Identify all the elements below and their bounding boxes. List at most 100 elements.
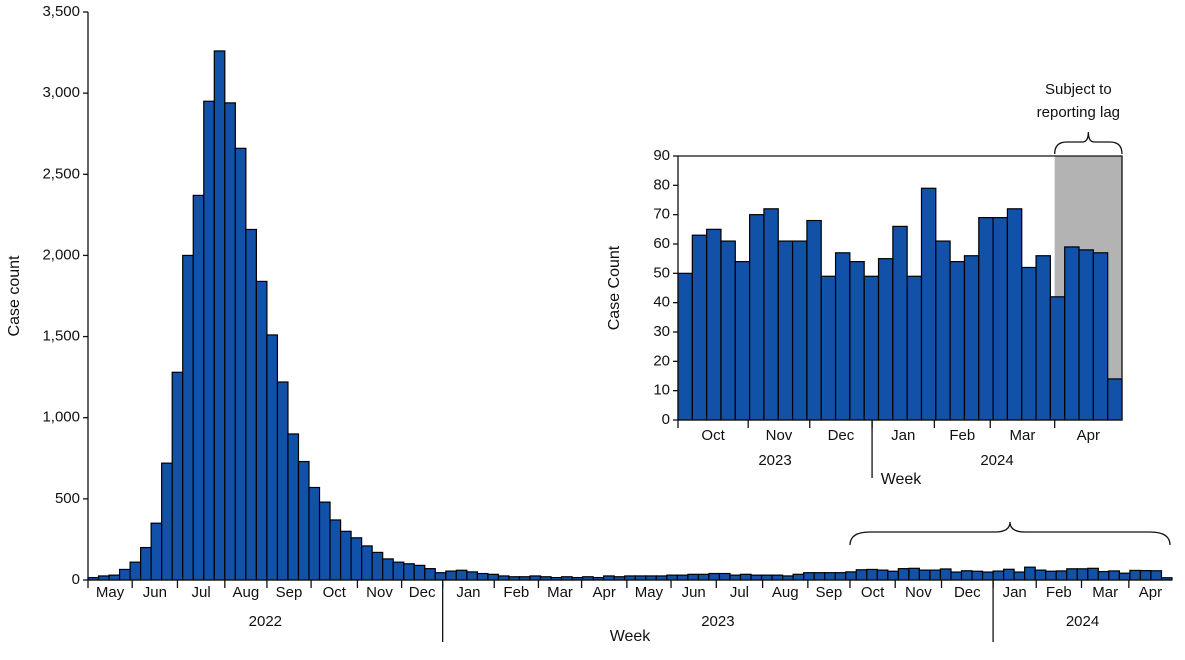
bar: [297, 460, 310, 581]
bar: [1035, 255, 1051, 421]
year-label: 2022: [249, 613, 282, 630]
bar: [161, 462, 173, 581]
y-tick-label: 30: [653, 323, 670, 340]
x-tick-label: Oct: [701, 427, 725, 444]
bar: [706, 228, 722, 421]
bar: [192, 194, 205, 581]
x-tick-label: Jan: [456, 584, 480, 601]
x-tick-label: Aug: [772, 584, 799, 601]
annotation: Subject to: [1045, 81, 1112, 98]
year-label: 2023: [758, 452, 791, 469]
bar: [992, 217, 1009, 421]
bar: [876, 569, 889, 581]
bar: [1003, 568, 1015, 581]
bar: [318, 501, 331, 581]
x-tick-label: Feb: [1046, 584, 1072, 601]
y-tick-label: 60: [653, 235, 670, 252]
bar: [920, 187, 937, 421]
bar: [677, 272, 693, 421]
x-tick-label: Sep: [816, 584, 843, 601]
bar: [708, 572, 721, 581]
y-tick-label: 70: [653, 206, 670, 223]
bar: [245, 228, 257, 581]
annotation: reporting lag: [1037, 104, 1120, 121]
bar: [1006, 208, 1023, 421]
bar: [666, 574, 678, 581]
bar: [255, 280, 268, 581]
x-tick-label: Apr: [1077, 427, 1100, 444]
x-tick-label: Dec: [828, 427, 855, 444]
y-tick-label: 500: [55, 490, 80, 507]
bar: [1034, 569, 1047, 581]
bar: [1107, 378, 1123, 421]
bar: [729, 574, 742, 581]
y-tick-label: 2,000: [42, 246, 80, 263]
bar: [1049, 296, 1066, 421]
bar: [887, 570, 899, 581]
bar: [897, 568, 910, 581]
bar: [813, 572, 826, 581]
bar: [276, 381, 289, 581]
bar: [771, 574, 784, 581]
bar: [892, 225, 908, 421]
bar: [339, 530, 352, 581]
bar: [224, 102, 236, 581]
bar: [834, 252, 851, 421]
x-tick-label: Apr: [593, 584, 616, 601]
bar: [1097, 570, 1110, 581]
x-tick-label: Oct: [861, 584, 885, 601]
bar: [749, 214, 765, 421]
bar: [129, 561, 142, 581]
year-label: 2023: [701, 613, 734, 630]
bar: [1024, 566, 1036, 581]
bar: [361, 545, 373, 581]
bar: [266, 334, 279, 581]
bar: [863, 275, 880, 421]
bar: [403, 563, 415, 581]
bar: [691, 234, 708, 421]
bar: [1064, 246, 1080, 421]
x-tick-label: Aug: [233, 584, 260, 601]
x-tick-label: Mar: [547, 584, 573, 601]
x-tick-label: Dec: [954, 584, 981, 601]
bar: [792, 573, 805, 581]
bar: [981, 571, 994, 581]
bar: [171, 371, 184, 581]
y-tick-label: 10: [653, 382, 670, 399]
bar: [720, 240, 736, 421]
bar: [1013, 571, 1026, 581]
x-tick-label: Nov: [905, 584, 932, 601]
x-tick-label: Jan: [1003, 584, 1027, 601]
bar: [424, 568, 436, 581]
x-tick-label: May: [96, 584, 125, 601]
bar: [676, 574, 689, 581]
bar: [950, 571, 963, 581]
bar: [329, 519, 342, 581]
bar: [1076, 568, 1089, 581]
x-tick-label: Sep: [276, 584, 303, 601]
bar: [213, 50, 226, 581]
y-tick-label: 1,500: [42, 328, 80, 345]
y-tick-label: 3,500: [42, 3, 80, 20]
bracket: [1054, 131, 1123, 155]
bar: [455, 569, 468, 581]
bar: [1150, 570, 1163, 581]
bar: [287, 433, 300, 581]
bar: [1108, 570, 1120, 581]
bar: [413, 564, 426, 581]
bar: [960, 570, 973, 581]
year-label: 2024: [1066, 613, 1099, 630]
y-tick-label: 2,500: [42, 165, 80, 182]
bar: [777, 240, 794, 421]
x-tick-label: Jul: [192, 584, 211, 601]
bar: [739, 573, 752, 581]
x-tick-label: Oct: [323, 584, 347, 601]
bar: [763, 208, 779, 421]
bar: [939, 568, 952, 581]
bracket: [849, 521, 1171, 546]
bar: [203, 100, 215, 581]
bar: [849, 261, 865, 421]
bar: [877, 258, 894, 421]
x-tick-label: May: [635, 584, 664, 601]
bar: [487, 573, 500, 581]
